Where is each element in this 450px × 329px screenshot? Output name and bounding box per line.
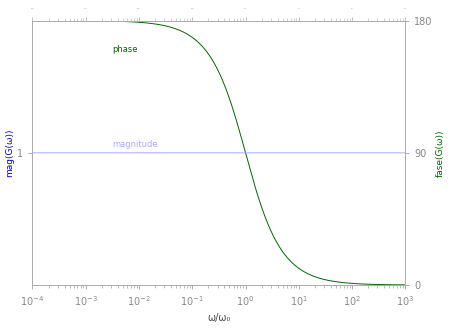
Y-axis label: mag(G(ω)): mag(G(ω)) (5, 129, 14, 177)
Y-axis label: fase(G(ω)): fase(G(ω)) (436, 129, 445, 177)
Text: phase: phase (112, 45, 138, 54)
Text: magnitude: magnitude (112, 140, 158, 149)
X-axis label: ω/ω₀: ω/ω₀ (207, 314, 230, 323)
